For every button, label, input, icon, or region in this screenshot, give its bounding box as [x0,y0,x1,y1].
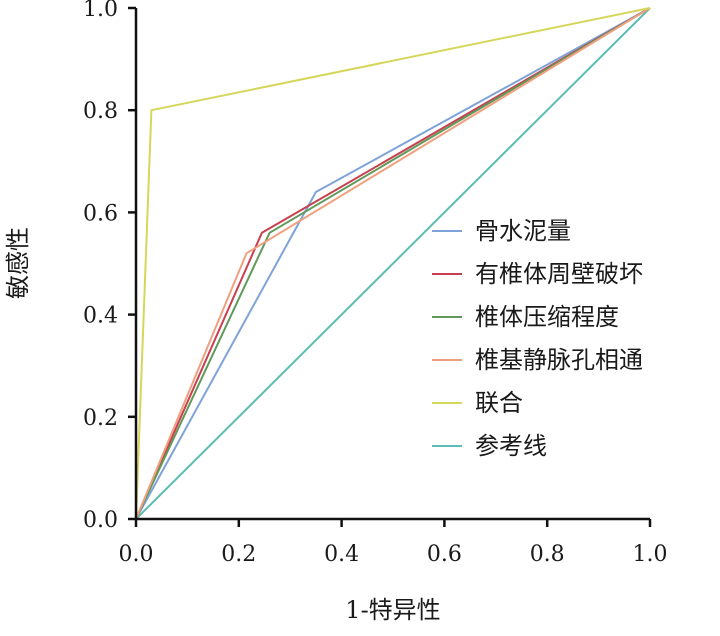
series-line-3 [135,7,651,520]
x-tick-label: 1.0 [633,542,668,567]
legend-label-3: 椎体压缩程度 [475,303,619,331]
axes-layer: 0.0 0.2 0.4 0.6 0.8 1.0 0.0 0.2 0.4 0.6 0.8 1.0 [83,0,668,567]
legend-label-4: 椎基静脉孔相通 [475,346,643,374]
legend-label-6: 参考线 [475,432,547,460]
series-line-5 [135,7,651,520]
y-tick-label: 0.6 [83,201,118,226]
series-line-1 [135,7,651,520]
series-layer [135,7,651,520]
series-line-2 [135,7,651,520]
y-tick-label: 0.0 [83,508,118,533]
x-tick-label: 0.6 [427,542,462,567]
legend-label-2: 有椎体周壁破坏 [475,260,643,288]
series-line-6 [135,7,651,520]
y-tick-label: 1.0 [83,0,118,22]
y-tick-label: 0.2 [83,406,118,431]
x-tick-label: 0.8 [530,542,565,567]
x-tick-label: 0.4 [324,542,359,567]
legend-label-5: 联合 [475,389,523,417]
x-axis-title: 1-特异性 [345,596,440,624]
y-axis-title: 敏感性 [4,227,32,299]
y-tick-label: 0.8 [83,99,118,124]
y-tick-label: 0.4 [83,304,118,329]
x-tick-label: 0.2 [221,542,256,567]
legend-label-1: 骨水泥量 [475,217,571,245]
x-tick-label: 0.0 [119,542,154,567]
series-line-4 [135,7,651,520]
